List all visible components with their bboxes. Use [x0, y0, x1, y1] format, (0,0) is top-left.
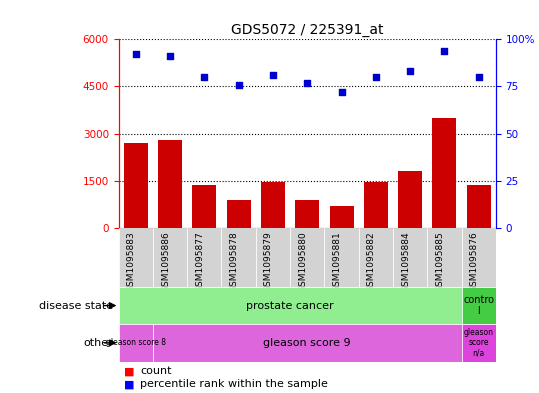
Bar — [432, 118, 457, 228]
Bar — [295, 200, 319, 228]
Text: GSM1095878: GSM1095878 — [230, 231, 239, 292]
Bar — [187, 228, 222, 287]
Text: GSM1095882: GSM1095882 — [367, 231, 376, 292]
Text: percentile rank within the sample: percentile rank within the sample — [140, 379, 328, 389]
Text: other: other — [84, 338, 113, 348]
Bar — [461, 324, 496, 362]
Point — [337, 89, 346, 95]
Bar — [461, 228, 496, 287]
Bar — [393, 228, 427, 287]
Bar — [226, 200, 251, 228]
Bar — [324, 228, 358, 287]
Bar — [364, 182, 388, 228]
Point — [440, 48, 449, 54]
Text: GSM1095883: GSM1095883 — [127, 231, 136, 292]
Text: gleason
score
n/a: gleason score n/a — [464, 328, 494, 358]
Bar — [461, 287, 496, 324]
Bar — [119, 228, 153, 287]
Text: GSM1095885: GSM1095885 — [436, 231, 445, 292]
Text: ■: ■ — [124, 379, 134, 389]
Point — [200, 74, 209, 80]
Text: prostate cancer: prostate cancer — [246, 301, 334, 310]
Point — [371, 74, 380, 80]
Bar — [158, 140, 182, 228]
Point — [303, 79, 312, 86]
Bar — [358, 228, 393, 287]
Text: ■: ■ — [124, 366, 134, 376]
Bar — [398, 171, 422, 228]
Bar — [153, 228, 187, 287]
Bar — [192, 185, 216, 228]
Text: GSM1095886: GSM1095886 — [161, 231, 170, 292]
Bar — [124, 143, 148, 228]
Bar — [290, 228, 324, 287]
Bar — [119, 324, 153, 362]
Bar — [467, 185, 490, 228]
Point — [234, 81, 243, 88]
Point — [132, 51, 140, 57]
Text: gleason score 8: gleason score 8 — [106, 338, 165, 347]
Bar — [329, 206, 354, 228]
Bar — [222, 228, 256, 287]
Title: GDS5072 / 225391_at: GDS5072 / 225391_at — [231, 23, 383, 37]
Text: GSM1095881: GSM1095881 — [333, 231, 342, 292]
Bar — [153, 324, 461, 362]
Point — [268, 72, 277, 78]
Text: GSM1095877: GSM1095877 — [195, 231, 204, 292]
Point — [406, 68, 414, 75]
Text: GSM1095876: GSM1095876 — [469, 231, 479, 292]
Text: GSM1095879: GSM1095879 — [264, 231, 273, 292]
Text: contro
l: contro l — [463, 295, 494, 316]
Text: GSM1095884: GSM1095884 — [401, 231, 410, 292]
Point — [165, 53, 174, 59]
Bar — [427, 228, 461, 287]
Text: GSM1095880: GSM1095880 — [298, 231, 307, 292]
Bar — [261, 182, 285, 228]
Point — [474, 74, 483, 80]
Text: disease state: disease state — [39, 301, 113, 310]
Text: count: count — [140, 366, 171, 376]
Bar — [256, 228, 290, 287]
Text: gleason score 9: gleason score 9 — [264, 338, 351, 348]
